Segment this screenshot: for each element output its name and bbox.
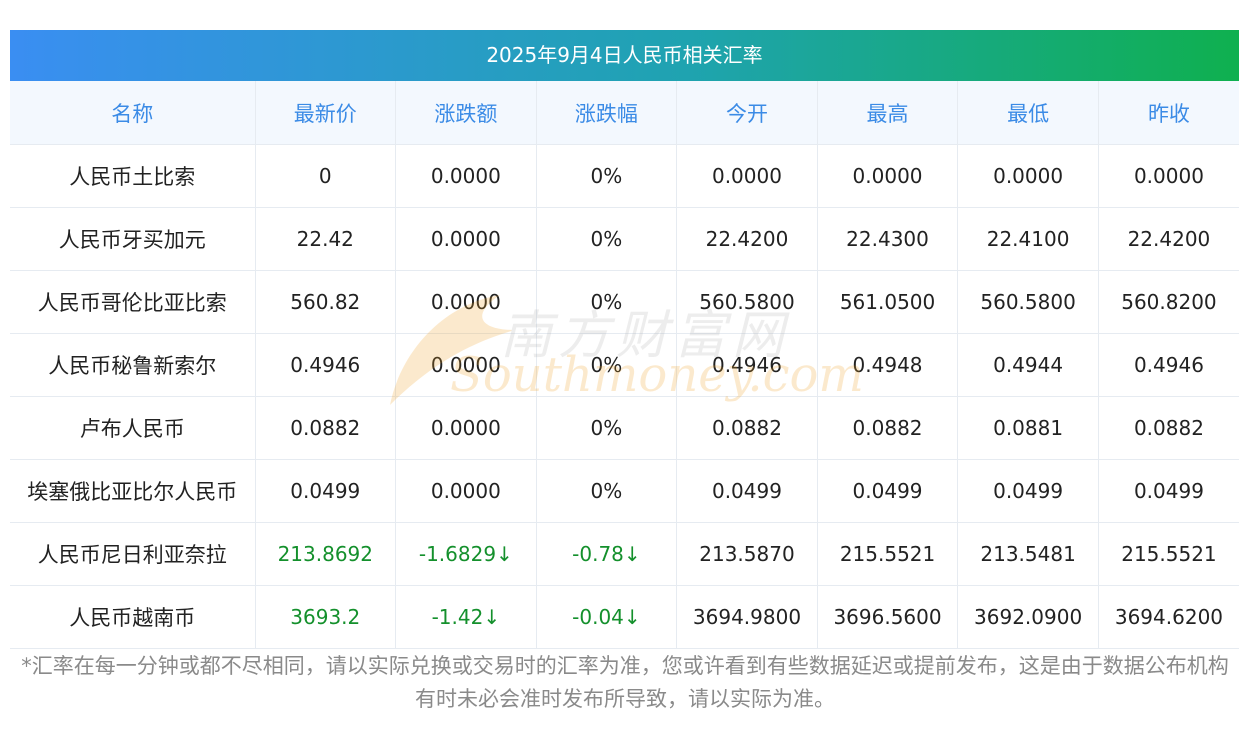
cell-latest: 22.42 bbox=[255, 207, 397, 271]
cell-open: 0.0882 bbox=[676, 396, 818, 460]
table-row: 人民币越南币 3693.2 -1.42↓ -0.04↓ 3694.9800 3696.56… bbox=[10, 585, 1239, 649]
cell-low: 0.0881 bbox=[957, 396, 1099, 460]
header-low: 最低 bbox=[957, 81, 1099, 145]
cell-open: 0.4946 bbox=[676, 333, 818, 397]
cell-latest: 0 bbox=[255, 144, 397, 208]
cell-name: 埃塞俄比亚比尔人民币 bbox=[10, 459, 256, 523]
cell-name: 人民币秘鲁新索尔 bbox=[10, 333, 256, 397]
cell-name: 人民币土比索 bbox=[10, 144, 256, 208]
cell-high: 215.5521 bbox=[817, 522, 959, 586]
cell-change: -1.42↓ bbox=[395, 585, 537, 649]
cell-high: 0.0000 bbox=[817, 144, 959, 208]
header-name: 名称 bbox=[10, 81, 256, 145]
table-row: 人民币哥伦比亚比索 560.82 0.0000 0% 560.5800 561.0500 5… bbox=[10, 270, 1239, 334]
cell-open: 22.4200 bbox=[676, 207, 818, 271]
cell-low: 213.5481 bbox=[957, 522, 1099, 586]
cell-open: 213.5870 bbox=[676, 522, 818, 586]
cell-change-pct: 0% bbox=[536, 333, 678, 397]
cell-high: 0.0499 bbox=[817, 459, 959, 523]
cell-change: -1.6829↓ bbox=[395, 522, 537, 586]
header-high: 最高 bbox=[817, 81, 959, 145]
cell-open: 0.0000 bbox=[676, 144, 818, 208]
header-change-pct: 涨跌幅 bbox=[536, 81, 678, 145]
cell-high: 0.0882 bbox=[817, 396, 959, 460]
cell-change-pct: 0% bbox=[536, 270, 678, 334]
cell-open: 3694.9800 bbox=[676, 585, 818, 649]
cell-change: 0.0000 bbox=[395, 459, 537, 523]
cell-change: 0.0000 bbox=[395, 207, 537, 271]
cell-change-pct: 0% bbox=[536, 459, 678, 523]
cell-change-pct: 0% bbox=[536, 207, 678, 271]
header-prev-close: 昨收 bbox=[1098, 81, 1239, 145]
table-row: 人民币土比索 0 0.0000 0% 0.0000 0.0000 0.0000 0.0000 bbox=[10, 144, 1239, 208]
cell-name: 人民币尼日利亚奈拉 bbox=[10, 522, 256, 586]
table-row: 人民币牙买加元 22.42 0.0000 0% 22.4200 22.4300 22.410… bbox=[10, 207, 1239, 271]
cell-latest: 3693.2 bbox=[255, 585, 397, 649]
cell-prev-close: 0.0499 bbox=[1098, 459, 1239, 523]
cell-change: 0.0000 bbox=[395, 396, 537, 460]
table-header-row: 名称 最新价 涨跌额 涨跌幅 今开 最高 最低 昨收 bbox=[10, 81, 1239, 145]
cell-low: 3692.0900 bbox=[957, 585, 1099, 649]
disclaimer-note: *汇率在每一分钟或都不尽相同，请以实际兑换或交易时的汇率为准，您或许看到有些数据… bbox=[21, 654, 1229, 711]
cell-prev-close: 22.4200 bbox=[1098, 207, 1239, 271]
header-open: 今开 bbox=[676, 81, 818, 145]
cell-open: 0.0499 bbox=[676, 459, 818, 523]
cell-prev-close: 215.5521 bbox=[1098, 522, 1239, 586]
cell-latest: 0.0882 bbox=[255, 396, 397, 460]
cell-low: 0.4944 bbox=[957, 333, 1099, 397]
header-change: 涨跌额 bbox=[395, 81, 537, 145]
cell-name: 卢布人民币 bbox=[10, 396, 256, 460]
table-title: 2025年9月4日人民币相关汇率 bbox=[10, 30, 1239, 81]
table-row: 人民币秘鲁新索尔 0.4946 0.0000 0% 0.4946 0.4948 0.4944… bbox=[10, 333, 1239, 397]
rate-table-panel: 2025年9月4日人民币相关汇率 名称 最新价 涨跌额 涨跌幅 今开 最高 最低… bbox=[10, 30, 1239, 649]
cell-prev-close: 0.0882 bbox=[1098, 396, 1239, 460]
cell-change: 0.0000 bbox=[395, 144, 537, 208]
cell-change-pct: 0% bbox=[536, 396, 678, 460]
cell-change-pct: -0.04↓ bbox=[536, 585, 678, 649]
cell-prev-close: 0.4946 bbox=[1098, 333, 1239, 397]
cell-prev-close: 0.0000 bbox=[1098, 144, 1239, 208]
cell-low: 0.0499 bbox=[957, 459, 1099, 523]
cell-change-pct: 0% bbox=[536, 144, 678, 208]
table-row: 埃塞俄比亚比尔人民币 0.0499 0.0000 0% 0.0499 0.0499 0.04… bbox=[10, 459, 1239, 523]
cell-high: 0.4948 bbox=[817, 333, 959, 397]
exchange-rate-table: 名称 最新价 涨跌额 涨跌幅 今开 最高 最低 昨收 人民币土比索 0 0.0000… bbox=[10, 81, 1239, 649]
table-row: 人民币尼日利亚奈拉 213.8692 -1.6829↓ -0.78↓ 213.5870 2… bbox=[10, 522, 1239, 586]
header-latest: 最新价 bbox=[255, 81, 397, 145]
cell-name: 人民币哥伦比亚比索 bbox=[10, 270, 256, 334]
cell-latest: 0.0499 bbox=[255, 459, 397, 523]
table-body: 人民币土比索 0 0.0000 0% 0.0000 0.0000 0.0000 0.0000 人… bbox=[10, 144, 1239, 649]
cell-name: 人民币越南币 bbox=[10, 585, 256, 649]
cell-high: 561.0500 bbox=[817, 270, 959, 334]
cell-high: 22.4300 bbox=[817, 207, 959, 271]
cell-low: 560.5800 bbox=[957, 270, 1099, 334]
cell-change: 0.0000 bbox=[395, 333, 537, 397]
cell-prev-close: 3694.6200 bbox=[1098, 585, 1239, 649]
cell-low: 0.0000 bbox=[957, 144, 1099, 208]
cell-open: 560.5800 bbox=[676, 270, 818, 334]
cell-change-pct: -0.78↓ bbox=[536, 522, 678, 586]
table-row: 卢布人民币 0.0882 0.0000 0% 0.0882 0.0882 0.0881 0.0… bbox=[10, 396, 1239, 460]
cell-prev-close: 560.8200 bbox=[1098, 270, 1239, 334]
cell-high: 3696.5600 bbox=[817, 585, 959, 649]
cell-name: 人民币牙买加元 bbox=[10, 207, 256, 271]
cell-low: 22.4100 bbox=[957, 207, 1099, 271]
cell-change: 0.0000 bbox=[395, 270, 537, 334]
cell-latest: 560.82 bbox=[255, 270, 397, 334]
cell-latest: 0.4946 bbox=[255, 333, 397, 397]
cell-latest: 213.8692 bbox=[255, 522, 397, 586]
